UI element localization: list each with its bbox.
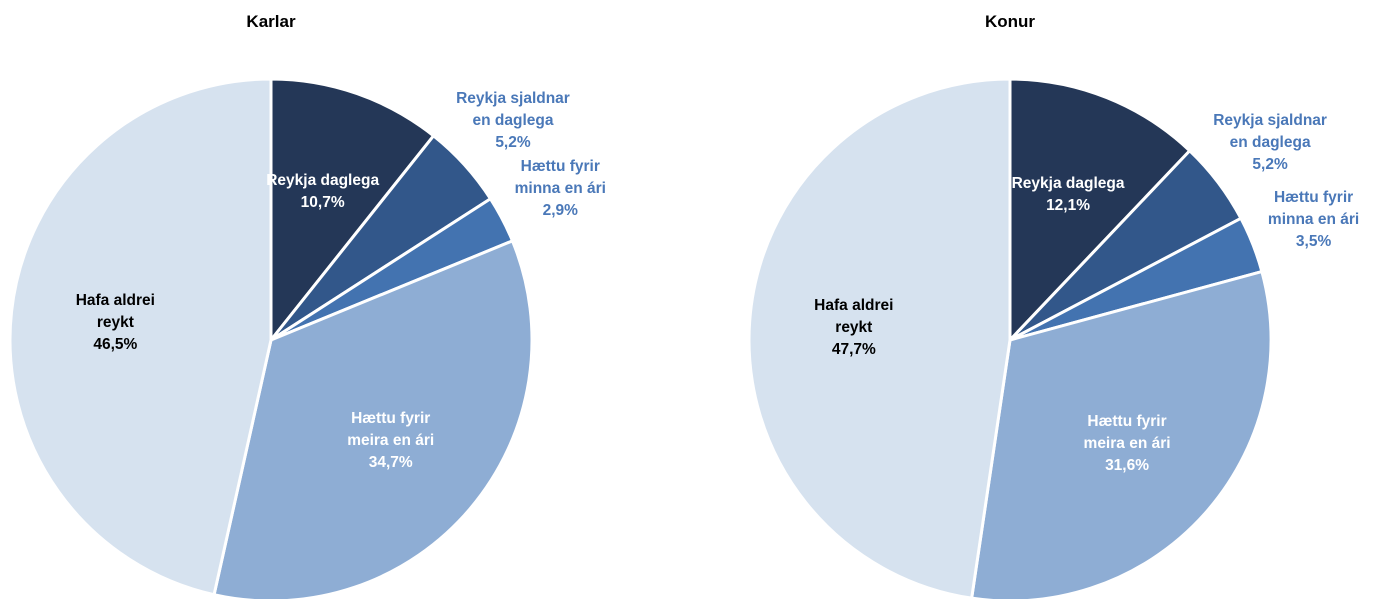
category-label: Hættu fyrir minna en ári — [514, 158, 606, 198]
pie-slice — [969, 269, 1273, 599]
value-label: 46,5% — [93, 335, 138, 353]
value-label: 34,7% — [368, 453, 413, 471]
pie-slice — [269, 77, 436, 345]
slice-label: Hættu fyrir minna en ári 3,5% — [1255, 187, 1373, 253]
value-label: 5,2% — [1252, 156, 1288, 174]
category-label: Hættu fyrir meira en ári — [1083, 413, 1171, 453]
slice-label: Reykja sjaldnar en daglega 5,2% — [454, 88, 572, 154]
slice-label: Reykja sjaldnar en daglega 5,2% — [1211, 110, 1329, 176]
pie-slice — [1008, 77, 1192, 344]
value-label: 3,5% — [1295, 233, 1332, 251]
slice-label: Reykja daglega 12,1% — [1009, 173, 1127, 217]
value-label: 47,7% — [831, 341, 876, 359]
value-label: 10,7% — [300, 194, 345, 212]
value-label: 2,9% — [542, 202, 578, 220]
value-label: 12,1% — [1046, 196, 1091, 214]
value-label: 31,6% — [1105, 457, 1150, 475]
slice-label: Hættu fyrir meira en ári 34,7% — [332, 408, 450, 474]
category-label: Reykja sjaldnar en daglega — [1213, 112, 1327, 152]
chart-title: Konur — [984, 12, 1036, 31]
chart-title: Karlar — [246, 12, 296, 31]
pie-slice — [747, 77, 1012, 599]
value-label: 5,2% — [495, 134, 531, 152]
category-label: Hættu fyrir meira en ári — [347, 409, 435, 449]
category-label: Reykja daglega — [1011, 174, 1125, 192]
slice-label: Hafa aldrei reykt 46,5% — [56, 290, 174, 356]
category-label: Hafa aldrei reykt — [75, 291, 155, 331]
slice-label: Reykja daglega 10,7% — [264, 170, 382, 214]
category-label: Reykja daglega — [266, 172, 380, 190]
pie-slice — [8, 77, 273, 597]
slice-label: Hættu fyrir minna en ári 2,9% — [501, 156, 619, 222]
slice-label: Hafa aldrei reykt 47,7% — [795, 295, 913, 361]
category-label: Reykja sjaldnar en daglega — [456, 90, 570, 130]
slice-label: Hættu fyrir meira en ári 31,6% — [1068, 411, 1186, 477]
category-label: Hafa aldrei reykt — [814, 297, 894, 337]
pie-slice — [212, 238, 534, 599]
category-label: Hættu fyrir minna en ári — [1267, 189, 1360, 229]
